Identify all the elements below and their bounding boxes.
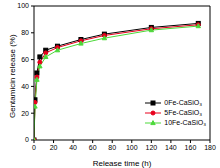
svg-text:Release time (h): Release time (h) <box>93 159 152 168</box>
svg-text:60: 60 <box>21 56 29 63</box>
html-text:5Fe-CaSiO₃: 5Fe-CaSiO₃ <box>164 109 203 116</box>
svg-text:100: 100 <box>126 144 138 151</box>
svg-text:60: 60 <box>89 144 97 151</box>
html-text:0Fe-CaSiO₃: 0Fe-CaSiO₃ <box>164 99 203 106</box>
svg-text:100: 100 <box>17 2 29 9</box>
svg-text:40: 40 <box>69 144 77 151</box>
svg-text:20: 20 <box>50 144 58 151</box>
svg-text:80: 80 <box>21 29 29 36</box>
svg-text:Gentamicin release (%): Gentamicin release (%) <box>8 34 17 118</box>
svg-text:120: 120 <box>145 144 157 151</box>
svg-text:180: 180 <box>204 144 212 151</box>
svg-text:20: 20 <box>21 110 29 117</box>
svg-text:0: 0 <box>32 144 36 151</box>
svg-text:140: 140 <box>165 144 177 151</box>
html-text:10Fe-CaSiO₃: 10Fe-CaSiO₃ <box>164 119 206 126</box>
svg-text:0: 0 <box>25 136 29 143</box>
svg-text:160: 160 <box>185 144 197 151</box>
svg-text:80: 80 <box>108 144 116 151</box>
svg-text:40: 40 <box>21 83 29 90</box>
